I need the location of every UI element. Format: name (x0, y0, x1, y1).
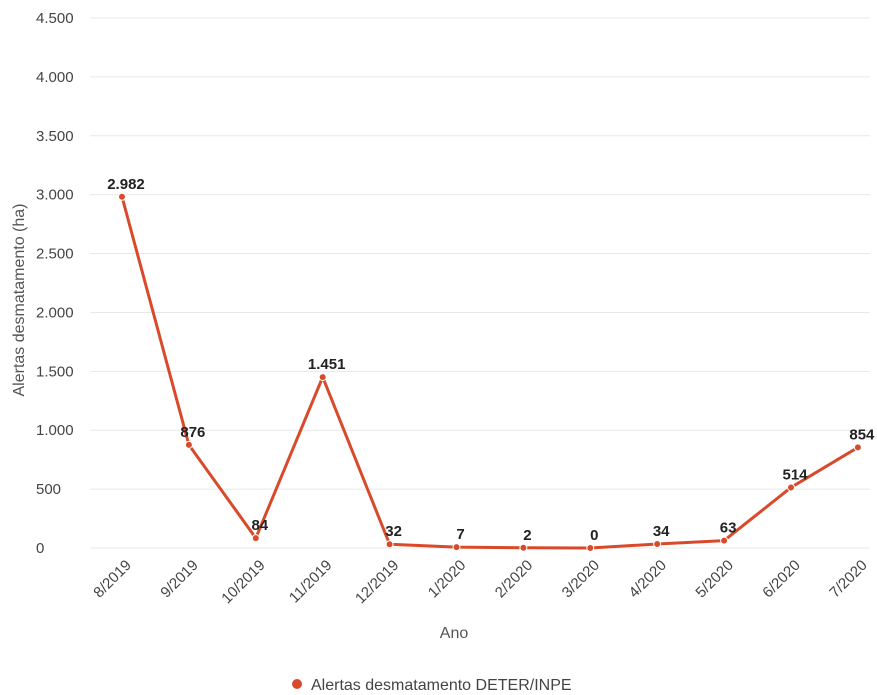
x-tick-label: 12/2019 (352, 557, 402, 607)
data-label: 0 (590, 527, 598, 544)
x-tick-label: 9/2019 (157, 557, 201, 601)
data-label: 32 (385, 523, 402, 540)
data-point (251, 534, 260, 543)
legend-label: Alertas desmatamento DETER/INPE (311, 677, 572, 694)
legend: Alertas desmatamento DETER/INPE (292, 677, 572, 694)
y-tick-label: 1.000 (36, 422, 74, 439)
x-tick-label: 3/2020 (559, 557, 603, 601)
y-tick-label: 4.500 (36, 10, 74, 27)
x-tick-label: 5/2020 (692, 557, 736, 601)
data-label: 854 (849, 426, 875, 443)
series-layer (118, 192, 862, 552)
data-label: 2.982 (107, 176, 145, 193)
data-label: 7 (456, 526, 464, 543)
y-tick-label: 2.000 (36, 304, 74, 321)
y-axis-title: Alertas desmatamento (ha) (11, 204, 28, 397)
data-point (853, 443, 862, 452)
y-tick-label: 2.500 (36, 246, 74, 263)
x-tick-label: 1/2020 (425, 557, 469, 601)
y-tick-label: 500 (36, 481, 61, 498)
data-point (385, 540, 394, 549)
y-tick-label: 0 (36, 540, 44, 557)
data-label: 84 (251, 517, 268, 534)
y-tick-label: 3.000 (36, 187, 74, 204)
x-tick-label: 2/2020 (492, 557, 536, 601)
data-label: 1.451 (308, 356, 346, 373)
data-point (184, 440, 193, 449)
legend-marker (292, 679, 302, 689)
x-tick-label: 4/2020 (626, 557, 670, 601)
y-tick-label: 4.000 (36, 69, 74, 86)
data-point (653, 539, 662, 548)
data-label: 63 (720, 520, 737, 537)
x-axis-title: Ano (440, 625, 469, 642)
data-point (118, 192, 126, 201)
x-tick-label: 7/2020 (826, 557, 870, 601)
x-tick-label: 8/2019 (90, 557, 134, 601)
x-axis-ticks: 8/2019 9/2019 10/2019 11/2019 12/2019 1/2020 2… (90, 557, 870, 607)
data-label: 34 (653, 523, 670, 540)
y-axis-ticks: 0 500 1.000 1.500 2.000 2.500 3.000 3.500 4.000 4… (36, 10, 74, 557)
y-tick-label: 3.500 (36, 128, 74, 145)
data-point (787, 483, 795, 492)
x-tick-label: 10/2019 (218, 557, 268, 607)
x-tick-label: 6/2020 (759, 557, 803, 601)
series-line (120, 196, 859, 550)
data-label: 2 (523, 527, 531, 544)
y-tick-label: 1.500 (36, 363, 74, 380)
data-point (452, 543, 461, 552)
data-point (720, 536, 729, 545)
data-point (519, 543, 528, 552)
data-label: 514 (782, 466, 808, 483)
data-point (318, 373, 327, 382)
data-labels: 2.982 876 84 1.451 32 7 2 0 34 63 514 854 (107, 176, 875, 544)
x-tick-label: 11/2019 (286, 557, 336, 607)
data-label: 876 (180, 424, 205, 441)
data-point (586, 544, 595, 552)
